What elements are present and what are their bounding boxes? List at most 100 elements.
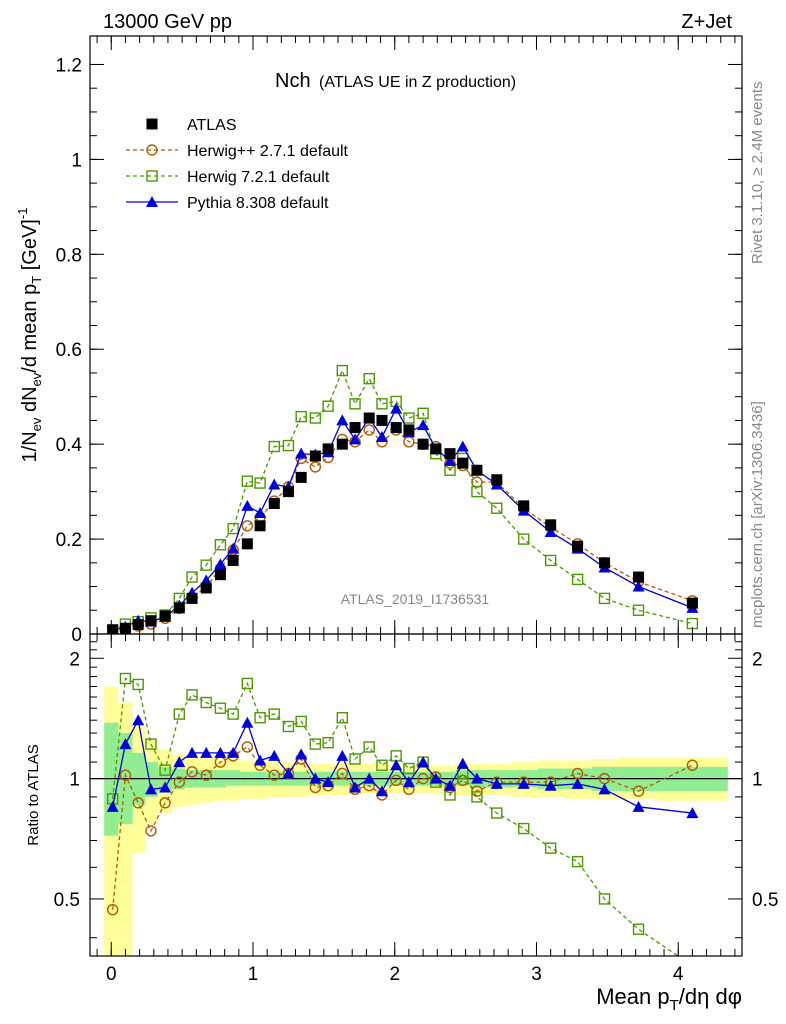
point-0-9	[227, 554, 239, 566]
chart-subtitle: (ATLAS UE in Z production)	[319, 74, 516, 91]
ratio-point-1-27	[471, 791, 483, 803]
point-0-14	[295, 471, 307, 483]
ratio-point-0-2	[132, 797, 144, 809]
ratio-data-layer	[90, 672, 742, 956]
ratio-point-0-26	[457, 774, 469, 787]
y-tick-label: 0.4	[56, 435, 83, 456]
ratio-point-2-15	[309, 772, 322, 784]
ratio-point-0-23	[417, 772, 429, 785]
ratio-point-1-31	[571, 855, 584, 868]
svg-text:1/Nev dNev/d mean pT [GeV]-1: 1/Nev dNev/d mean pT [GeV]-1	[15, 208, 44, 463]
ratio-point-0-0	[106, 904, 119, 916]
point-2-16	[322, 400, 334, 412]
point-3-8	[214, 558, 227, 570]
ratio-y-tick-label: 1	[69, 770, 80, 791]
ratio-y-tick-label-right: 2	[752, 649, 763, 670]
main-data-layer	[106, 364, 699, 634]
ratio-point-1-4	[159, 764, 171, 776]
rivet-version-label: Rivet 3.1.10, ≥ 2.4M events	[749, 82, 766, 265]
point-0-19	[363, 412, 375, 424]
point-2-23	[417, 407, 429, 420]
ratio-line-0	[112, 746, 693, 910]
point-3-17	[336, 414, 349, 426]
ratio-point-1-30	[544, 842, 557, 854]
point-0-25	[444, 448, 456, 460]
x-tick-label: 0	[106, 964, 117, 985]
ratio-point-2-19	[363, 772, 376, 784]
ratio-axes: 0.5 0.5 1 1 2 2 0 1 2 3 4	[54, 634, 778, 985]
point-0-31	[572, 540, 584, 552]
ratio-y-tick-label: 2	[69, 649, 80, 670]
point-0-7	[200, 582, 212, 594]
x-tick-label: 2	[389, 964, 400, 985]
ratio-point-1-12	[268, 708, 280, 720]
point-2-10	[241, 475, 254, 487]
ratio-point-1-3	[145, 738, 157, 750]
point-2-9	[227, 522, 239, 535]
point-3-30	[544, 525, 557, 537]
point-0-33	[633, 571, 645, 583]
ratio-point-1-8	[214, 702, 227, 714]
point-0-22	[403, 424, 415, 436]
point-2-31	[571, 573, 584, 586]
ratio-point-0-5	[173, 776, 185, 788]
ratio-point-2-2	[132, 714, 145, 726]
x-tick-label: 1	[248, 964, 259, 985]
legend: ATLAS Herwig++ 2.7.1 default Herwig 7.2.1 …	[126, 117, 349, 212]
ratio-point-1-13	[282, 720, 295, 733]
ratio-point-0-17	[336, 767, 348, 780]
ratio-point-2-10	[241, 716, 254, 728]
point-0-17	[336, 438, 348, 450]
ratio-point-2-22	[402, 776, 415, 788]
ratio-point-2-20	[375, 785, 388, 797]
ratio-point-1-33	[632, 923, 645, 935]
ratio-point-1-11	[254, 712, 266, 724]
point-0-30	[545, 519, 557, 531]
ratio-point-0-33	[632, 785, 645, 797]
ratio-point-2-7	[200, 746, 213, 758]
ratio-point-2-27	[470, 772, 483, 784]
legend-marker-3	[146, 196, 158, 207]
ratio-point-2-14	[295, 748, 308, 760]
ratio-point-2-26	[456, 757, 469, 769]
point-1-10	[241, 520, 254, 532]
ratio-line-1	[112, 677, 679, 956]
ratio-point-2-21	[390, 759, 403, 771]
point-0-10	[241, 538, 253, 550]
ratio-point-1-7	[200, 696, 212, 709]
ratio-point-1-9	[227, 708, 239, 720]
point-2-33	[632, 604, 645, 616]
y-tick-label: 0.8	[56, 245, 82, 266]
ratio-point-2-31	[571, 777, 584, 789]
point-3-10	[241, 499, 254, 511]
point-0-16	[322, 443, 334, 455]
point-2-18	[349, 398, 361, 410]
ratio-y-tick-label: 0.5	[54, 890, 80, 911]
ratio-point-1-17	[336, 712, 348, 724]
x-axis-label: Mean pT/dη dφ	[596, 984, 742, 1014]
point-3-12	[268, 478, 281, 490]
ratio-point-0-34	[686, 759, 699, 771]
point-0-20	[376, 414, 388, 426]
energy-label: 13000 GeV pp	[103, 11, 232, 33]
point-3-14	[295, 447, 308, 459]
svg-text:Mean pT/dη dφ: Mean pT/dη dφ	[596, 984, 742, 1014]
point-2-20	[376, 398, 388, 410]
point-2-32	[598, 592, 611, 605]
legend-label-3: Pythia 8.308 default	[187, 195, 329, 212]
process-label: Z+Jet	[681, 11, 732, 33]
uncertainty-bands	[104, 686, 728, 956]
ratio-point-0-4	[159, 797, 171, 809]
point-3-25	[444, 454, 457, 466]
ratio-y-tick-label-right: 1	[752, 770, 763, 791]
ratio-point-0-12	[268, 769, 280, 781]
point-1-15	[309, 461, 322, 473]
ratio-point-2-16	[322, 776, 335, 788]
ratio-point-1-16	[322, 736, 334, 749]
point-0-27	[471, 464, 483, 476]
y-axis-label: 1/Nev dNev/d mean pT [GeV]-1	[15, 208, 44, 463]
point-0-32	[599, 557, 611, 569]
ratio-point-1-6	[186, 689, 198, 701]
y-tick-label: 1	[71, 150, 82, 171]
point-2-29	[518, 533, 530, 545]
